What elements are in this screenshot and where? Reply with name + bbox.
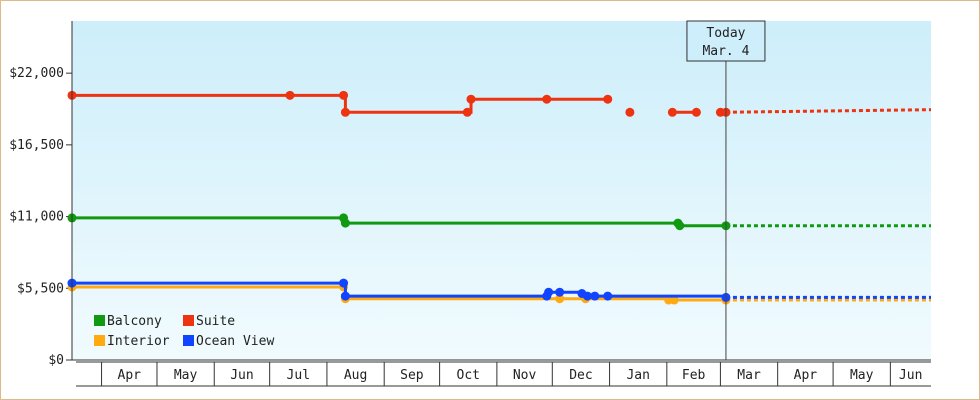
series-point [625, 107, 635, 117]
series-line [72, 281, 728, 298]
legend-label: Ocean View [196, 334, 274, 349]
x-tick-label: Apr [118, 368, 142, 383]
x-tick-label: Jun [230, 368, 253, 383]
y-tick-label: $11,000 [9, 210, 64, 225]
series-point [340, 107, 350, 117]
series-point [590, 291, 600, 301]
y-tick-label: $0 [48, 353, 64, 368]
series-point [466, 94, 476, 104]
legend-item-balcony: Balcony [94, 314, 162, 329]
x-tick-label: Aug [344, 368, 367, 383]
legend-swatch [183, 315, 194, 326]
x-axis: Apr May Jun Jul Aug Sep Oct Nov Dec Jan Feb Mar Apr M… [72, 359, 931, 387]
series-forecast-line [725, 108, 932, 114]
series-point [542, 94, 552, 104]
series-point [340, 218, 350, 228]
y-tick-label: $16,500 [9, 138, 64, 153]
series-point [555, 287, 565, 297]
legend-item-ocean-view: Ocean View [183, 334, 274, 349]
x-tick-label: Nov [513, 368, 537, 383]
series-line [72, 93, 608, 114]
series-layer [67, 90, 932, 305]
series-point [667, 107, 677, 117]
legend-swatch [183, 335, 194, 346]
series-point [675, 221, 685, 231]
series-point [603, 94, 613, 104]
x-tick-label: May [850, 368, 874, 383]
x-tick-label: Jan [626, 368, 649, 383]
today-box [686, 20, 766, 62]
legend: Balcony Suite Interior Ocean View [94, 314, 274, 349]
series-point [544, 287, 554, 297]
y-tick-label: $22,000 [9, 66, 64, 81]
plot-background [72, 21, 931, 360]
series-point [603, 291, 613, 301]
series-point [340, 291, 350, 301]
legend-swatch [94, 335, 105, 346]
series-suite [67, 90, 932, 117]
legend-label: Balcony [107, 314, 162, 329]
legend-item-interior: Interior [94, 334, 170, 349]
legend-label: Suite [196, 314, 235, 329]
series-point [691, 107, 701, 117]
y-axis-ticks: $0 $5,500 $11,000 $16,500 $22,000 [9, 66, 72, 368]
x-tick-label: Jun [899, 368, 922, 383]
x-tick-label: Oct [457, 368, 480, 383]
legend-label: Interior [107, 334, 170, 349]
x-tick-label: Dec [569, 368, 592, 383]
x-tick-label: Feb [682, 368, 706, 383]
legend-item-suite: Suite [183, 314, 235, 329]
today-date-label: Mar. 4 [702, 44, 749, 59]
series-point [669, 295, 679, 305]
x-tick-label: Jul [287, 368, 310, 383]
series-ocean-view [67, 278, 931, 302]
series-point [582, 291, 592, 301]
legend-swatch [94, 315, 105, 326]
x-tick-label: Mar [737, 368, 761, 383]
today-label: Today [706, 26, 745, 41]
x-tick-label: Sep [400, 368, 424, 383]
series-point [339, 90, 349, 100]
today-marker: Today Mar. 4 [686, 20, 766, 360]
series-point [285, 90, 295, 100]
y-tick-label: $5,500 [17, 281, 64, 296]
x-tick-label: Apr [794, 368, 818, 383]
series-point [462, 107, 472, 117]
x-tick-label: May [174, 368, 198, 383]
series-point [339, 278, 349, 288]
series-point [555, 294, 565, 304]
